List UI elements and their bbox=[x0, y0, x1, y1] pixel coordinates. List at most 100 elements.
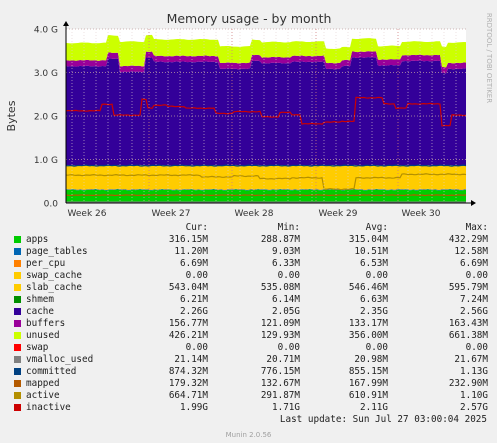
legend-swatch bbox=[14, 284, 21, 291]
legend-value-min: 129.93M bbox=[260, 330, 300, 341]
legend-swatch bbox=[14, 296, 21, 303]
legend-value-min: 288.87M bbox=[260, 234, 300, 245]
legend-row-apps: apps 316.15M 288.87M 315.04M 432.29M bbox=[0, 234, 497, 246]
legend-value-cur: 0.00 bbox=[185, 342, 208, 353]
legend-row-buffers: buffers 156.77M 121.09M 133.17M 163.43M bbox=[0, 318, 497, 330]
legend-value-max: 12.58M bbox=[454, 246, 488, 257]
area-unused bbox=[66, 34, 466, 68]
legend-series-name: swap bbox=[26, 342, 49, 353]
legend-value-min: 291.87M bbox=[260, 390, 300, 401]
legend-swatch bbox=[14, 248, 21, 255]
legend-row-page-tables: page_tables 11.20M 9.03M 10.51M 12.58M bbox=[0, 246, 497, 258]
legend-value-cur: 6.21M bbox=[180, 294, 208, 305]
legend-row-mapped: mapped 179.32M 132.67M 167.99M 232.90M bbox=[0, 378, 497, 390]
legend-row-swap: swap 0.00 0.00 0.00 0.00 bbox=[0, 342, 497, 354]
legend-swatch bbox=[14, 404, 21, 411]
legend-value-max: 7.24M bbox=[460, 294, 488, 305]
munin-version-text: Munin 2.0.56 bbox=[225, 431, 272, 439]
legend-series-name: page_tables bbox=[26, 246, 88, 257]
legend-value-max: 432.29M bbox=[448, 234, 488, 245]
legend-value-cur: 543.04M bbox=[168, 282, 208, 293]
area-cache bbox=[66, 57, 466, 166]
legend-value-max: 2.57G bbox=[460, 402, 488, 413]
y-tick-labels: 0.0 1.0 G 2.0 G 3.0 G 4.0 G bbox=[34, 26, 58, 210]
legend-swatch bbox=[14, 344, 21, 351]
legend-series-name: shmem bbox=[26, 294, 54, 305]
y-tick-label: 0.0 bbox=[44, 200, 59, 210]
legend-row-slab-cache: slab_cache 543.04M 535.08M 546.46M 595.79M bbox=[0, 282, 497, 294]
legend-swatch bbox=[14, 368, 21, 375]
legend-value-avg: 610.91M bbox=[348, 390, 388, 401]
legend-value-min: 9.03M bbox=[272, 246, 300, 257]
legend-swatch bbox=[14, 272, 21, 279]
legend-value-avg: 167.99M bbox=[348, 378, 388, 389]
legend-value-min: 535.08M bbox=[260, 282, 300, 293]
legend-value-max: 163.43M bbox=[448, 318, 488, 329]
x-axis-arrow bbox=[471, 200, 476, 206]
legend-value-cur: 664.71M bbox=[168, 390, 208, 401]
legend-row-swap-cache: swap_cache 0.00 0.00 0.00 0.00 bbox=[0, 270, 497, 282]
legend-value-max: 6.69M bbox=[460, 258, 488, 269]
legend-value-min: 132.67M bbox=[260, 378, 300, 389]
legend-swatch bbox=[14, 332, 21, 339]
rrdtool-credit-label: RRDTOOL / TOBI OETIKER bbox=[485, 13, 493, 103]
legend-value-avg: 855.15M bbox=[348, 366, 388, 377]
legend-swatch bbox=[14, 260, 21, 267]
x-tick-label: Week 28 bbox=[235, 209, 274, 219]
area-stack bbox=[66, 34, 466, 203]
legend-value-avg: 133.17M bbox=[348, 318, 388, 329]
line-committed bbox=[65, 164, 467, 167]
legend-value-cur: 6.69M bbox=[180, 258, 208, 269]
legend-row-vmalloc-used: vmalloc_used 21.14M 20.71M 20.98M 21.67M bbox=[0, 354, 497, 366]
legend-column-header: Avg: bbox=[365, 222, 388, 233]
legend-series-name: mapped bbox=[26, 378, 60, 389]
legend-swatch bbox=[14, 356, 21, 363]
legend-value-avg: 356.00M bbox=[348, 330, 388, 341]
legend-value-min: 6.14M bbox=[272, 294, 300, 305]
legend-value-max: 1.10G bbox=[460, 390, 488, 401]
legend-value-min: 0.00 bbox=[277, 342, 300, 353]
legend-value-max: 232.90M bbox=[448, 378, 488, 389]
line-series bbox=[65, 96, 467, 203]
legend-series-name: cache bbox=[26, 306, 54, 317]
y-axis-label: Bytes bbox=[5, 100, 18, 131]
legend-series-name: inactive bbox=[26, 402, 71, 413]
legend-value-cur: 11.20M bbox=[174, 246, 208, 257]
legend-value-max: 0.00 bbox=[465, 342, 488, 353]
legend-value-avg: 0.00 bbox=[365, 342, 388, 353]
legend-value-avg: 0.00 bbox=[365, 270, 388, 281]
legend-value-avg: 2.11G bbox=[360, 402, 388, 413]
y-tick-label: 3.0 G bbox=[34, 69, 58, 79]
area-slab-cache bbox=[66, 165, 466, 190]
legend-series-name: buffers bbox=[26, 318, 66, 329]
legend-swatch bbox=[14, 392, 21, 399]
x-tick-label: Week 30 bbox=[402, 209, 441, 219]
area-buffers bbox=[66, 51, 466, 74]
legend-value-min: 0.00 bbox=[277, 270, 300, 281]
x-tick-label: Week 29 bbox=[319, 209, 358, 219]
legend-row-active: active 664.71M 291.87M 610.91M 1.10G bbox=[0, 390, 497, 402]
legend-value-max: 21.67M bbox=[454, 354, 488, 365]
legend-value-cur: 1.99G bbox=[180, 402, 208, 413]
legend-series-name: vmalloc_used bbox=[26, 354, 94, 365]
legend-value-avg: 2.35G bbox=[360, 306, 388, 317]
legend-value-min: 121.09M bbox=[260, 318, 300, 329]
legend-column-header: Cur: bbox=[185, 222, 208, 233]
legend-swatch bbox=[14, 320, 21, 327]
y-tick-label: 4.0 G bbox=[34, 26, 58, 36]
legend-value-cur: 21.14M bbox=[174, 354, 208, 365]
legend-value-cur: 179.32M bbox=[168, 378, 208, 389]
x-tick-label: Week 27 bbox=[152, 209, 191, 219]
legend-value-avg: 6.53M bbox=[360, 258, 388, 269]
x-tick-labels: Week 26 Week 27 Week 28 Week 29 Week 30 bbox=[68, 209, 441, 219]
legend-series-name: per_cpu bbox=[26, 258, 66, 269]
x-tick-label: Week 26 bbox=[68, 209, 107, 219]
legend-series-name: committed bbox=[26, 366, 77, 377]
legend-series-name: unused bbox=[26, 330, 60, 341]
legend-header: Cur: Min: Avg: Max: bbox=[0, 222, 497, 234]
legend-swatch bbox=[14, 236, 21, 243]
legend-value-min: 20.71M bbox=[266, 354, 300, 365]
legend-value-cur: 874.32M bbox=[168, 366, 208, 377]
area-apps bbox=[66, 189, 466, 203]
chart-title: Memory usage - by month bbox=[167, 11, 332, 26]
